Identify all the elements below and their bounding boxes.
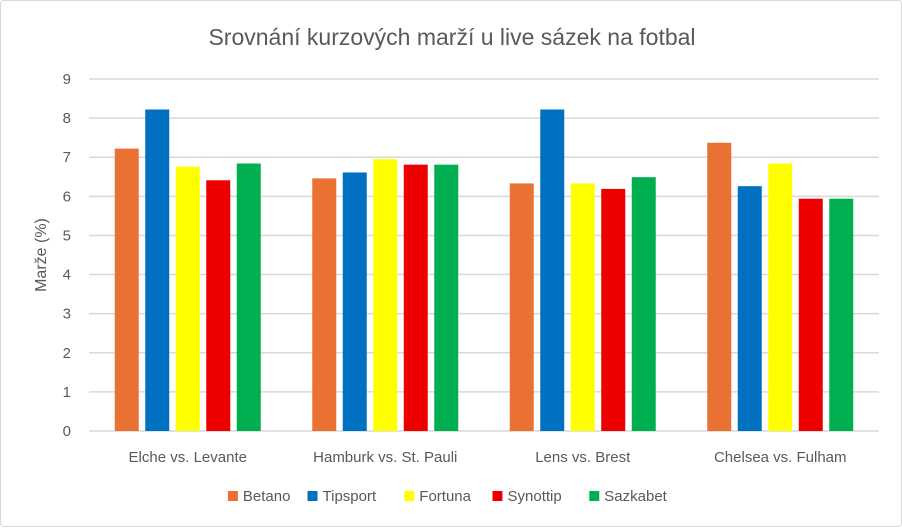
x-tick-label: Lens vs. Brest	[535, 449, 631, 466]
y-tick-label: 0	[63, 423, 71, 440]
bar-synottip	[206, 180, 231, 431]
legend-swatch-synottip	[492, 491, 503, 501]
bar-sazkabet	[434, 164, 459, 432]
legend-label: Betano	[243, 488, 291, 505]
bar-tipsport	[342, 172, 367, 431]
bar-betano	[312, 178, 337, 431]
legend-label: Sazkabet	[604, 488, 667, 505]
y-tick-label: 9	[63, 71, 71, 88]
bar-synottip	[403, 164, 428, 432]
legend-label: Fortuna	[419, 488, 471, 505]
y-tick-label: 1	[63, 384, 71, 401]
chart-title: Srovnání kurzových marží u live sázek na…	[208, 24, 695, 50]
bar-fortuna	[570, 183, 595, 431]
bar-tipsport	[540, 109, 565, 432]
x-tick-label: Elche vs. Levante	[129, 449, 247, 466]
y-tick-label: 5	[63, 227, 71, 244]
y-tick-label: 3	[63, 306, 71, 323]
legend-label: Synottip	[508, 488, 562, 505]
y-tick-label: 2	[63, 345, 71, 362]
y-tick-label: 8	[63, 110, 71, 127]
bar-betano	[707, 142, 732, 432]
bar-sazkabet	[631, 177, 656, 431]
y-tick-label: 4	[63, 267, 71, 284]
bar-fortuna	[768, 163, 793, 432]
legend-swatch-sazkabet	[589, 491, 600, 501]
x-tick-label: Chelsea vs. Fulham	[714, 449, 847, 466]
bar-fortuna	[373, 159, 398, 431]
legend-label: Tipsport	[323, 488, 377, 505]
bar-synottip	[601, 188, 626, 431]
legend-swatch-betano	[227, 491, 238, 501]
bar-tipsport	[145, 109, 170, 432]
bar-sazkabet	[829, 198, 854, 431]
y-tick-label: 6	[63, 188, 71, 205]
legend-swatch-tipsport	[307, 491, 318, 501]
bar-synottip	[798, 198, 823, 431]
legend-swatch-fortuna	[404, 491, 415, 501]
y-tick-label: 7	[63, 149, 71, 166]
y-axis-label: Marže (%)	[33, 218, 50, 292]
bar-fortuna	[175, 166, 200, 431]
x-tick-label: Hamburk vs. St. Pauli	[313, 449, 457, 466]
bar-tipsport	[737, 186, 762, 431]
bar-sazkabet	[236, 163, 261, 432]
bar-betano	[114, 148, 139, 431]
bar-betano	[509, 183, 534, 431]
